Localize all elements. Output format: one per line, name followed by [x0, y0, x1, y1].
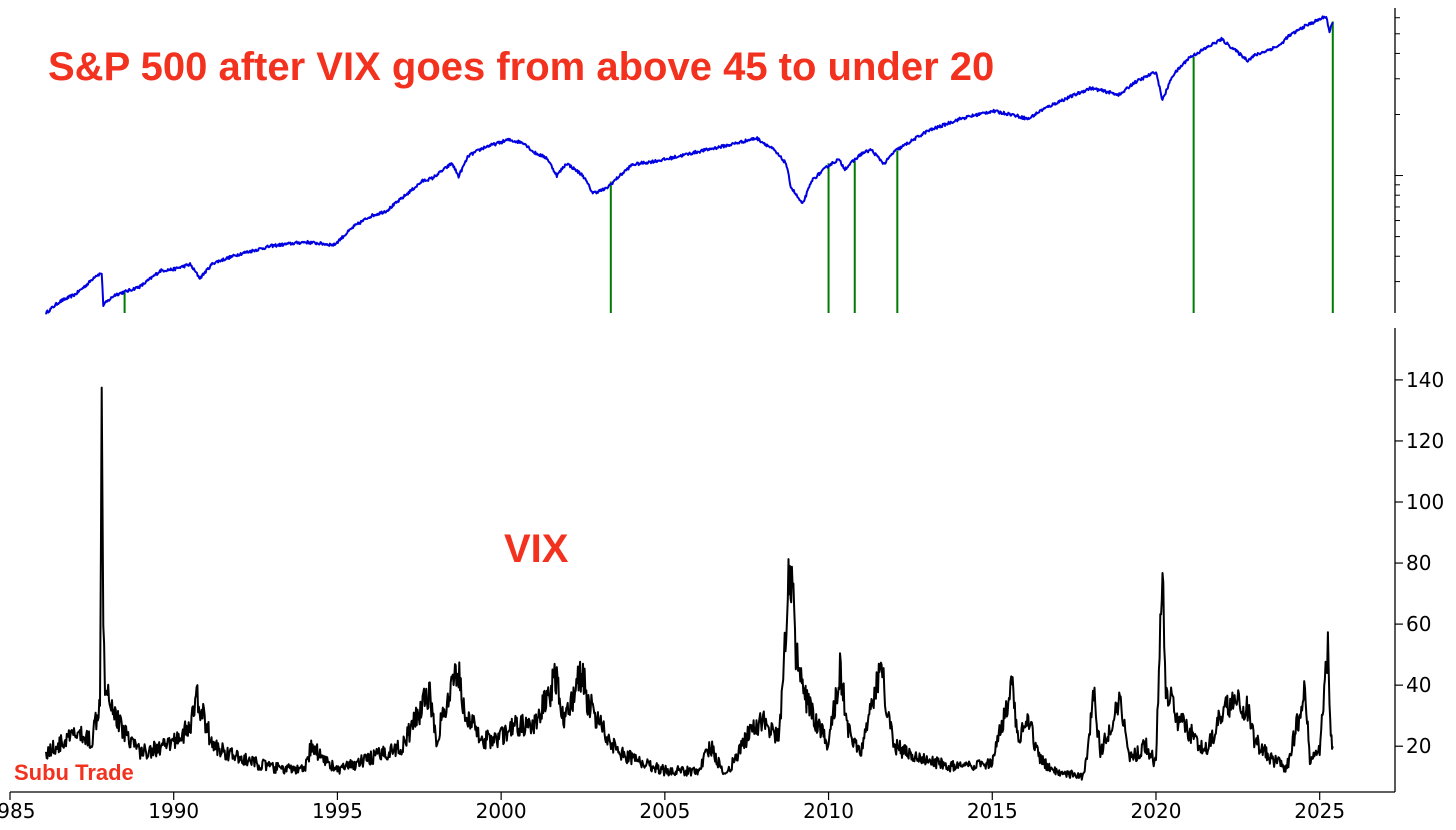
x-tick-label: 2010 [803, 799, 854, 823]
x-tick-label: 2020 [1131, 799, 1182, 823]
sp500-series-line [45, 15, 1334, 315]
x-tick-label: 2025 [1294, 799, 1345, 823]
x-tick-label: 2000 [476, 799, 527, 823]
y-tick-label: 140 [1406, 368, 1444, 392]
x-tick-label: 2015 [967, 799, 1018, 823]
y-tick-label: 80 [1406, 551, 1431, 575]
watermark: Subu Trade [14, 760, 134, 785]
y-tick-label: 20 [1406, 734, 1431, 758]
x-tick-label: 2005 [639, 799, 690, 823]
x-axis-ticks: 1985 1990 1995 2000 2005 2010 2015 2020 2025 [0, 792, 1345, 823]
vix-y-ticks: 20 40 60 80 100 120 140 [1395, 368, 1444, 758]
vix-panel: 1985 1990 1995 2000 2005 2010 2015 2020 2025 20 4… [0, 328, 1444, 823]
y-tick-label: 60 [1406, 612, 1431, 636]
x-tick-label: 1995 [312, 799, 363, 823]
vix-label: VIX [504, 527, 569, 571]
y-tick-label: 100 [1406, 490, 1444, 514]
vix-series-line [45, 386, 1334, 781]
x-tick-label: 1990 [148, 799, 199, 823]
chart-title: S&P 500 after VIX goes from above 45 to … [48, 45, 994, 89]
signal-markers [123, 21, 1334, 313]
sp500-y-ticks [1395, 17, 1403, 283]
sp500-panel: S&P 500 after VIX goes from above 45 to … [45, 8, 1403, 315]
y-tick-label: 120 [1406, 429, 1444, 453]
y-tick-label: 40 [1406, 673, 1431, 697]
x-tick-label: 1985 [0, 799, 35, 823]
